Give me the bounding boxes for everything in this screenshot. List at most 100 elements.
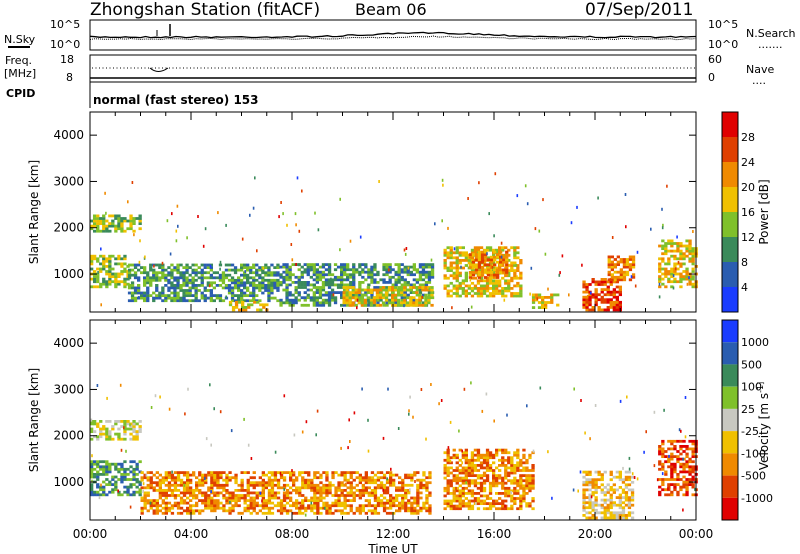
echo-cell <box>455 279 459 283</box>
echo-cell <box>682 483 686 486</box>
echo-cell <box>694 487 696 491</box>
echo-cell <box>474 253 479 256</box>
echo-cell <box>389 499 393 502</box>
echo-cell <box>273 491 278 495</box>
echo-cell <box>401 478 405 482</box>
echo-cell <box>253 300 257 304</box>
echo-cell <box>607 265 611 269</box>
echo-cell <box>300 265 304 269</box>
echo-cell <box>246 273 250 277</box>
echo-cell <box>531 451 535 455</box>
echo-cell <box>627 511 632 515</box>
echo-cell <box>111 462 115 466</box>
echo-cell <box>688 447 692 451</box>
echo-cell <box>99 432 103 436</box>
echo-cell <box>167 281 171 285</box>
echo-cell <box>449 269 453 272</box>
echo-cell <box>516 276 520 280</box>
echo-cell <box>676 242 680 245</box>
echo-cell <box>507 259 511 262</box>
echo-cell <box>379 476 384 480</box>
echo-cell <box>597 503 601 507</box>
echo-cell <box>322 471 326 474</box>
noise-panel: N.Sky 10^5 10^0 10^5 10^0 N.Search .....… <box>4 18 796 51</box>
echo-cell <box>616 275 620 279</box>
echo-cell <box>392 478 396 482</box>
echo-cell <box>691 483 695 486</box>
echo-cell <box>164 496 168 500</box>
echo-cell <box>164 471 168 474</box>
echo-cell <box>340 446 342 450</box>
echo-cell <box>622 265 627 269</box>
echo-cell <box>507 458 511 462</box>
echo-cell <box>96 422 100 426</box>
echo-cell <box>443 266 447 270</box>
echo-cell <box>400 291 404 294</box>
echo-cell <box>397 301 401 305</box>
echo-cell <box>388 270 392 274</box>
echo-cell <box>191 284 195 287</box>
echo-cell <box>149 501 152 505</box>
echo-cell <box>140 499 144 502</box>
echo-cell <box>342 291 346 294</box>
echo-cell <box>93 467 97 471</box>
echo-cell <box>455 479 459 483</box>
echo-cell <box>458 281 462 285</box>
echo-cell <box>609 514 613 517</box>
echo-cell <box>452 266 456 270</box>
echo-cell <box>485 294 490 298</box>
echo-cell <box>422 506 426 510</box>
echo-cell <box>522 494 526 498</box>
echo-cell <box>155 499 159 502</box>
echo-cell <box>330 293 335 297</box>
echo-cell <box>312 293 316 297</box>
echo-cell <box>105 259 109 263</box>
echo-cell <box>270 496 275 500</box>
echo-cell <box>499 268 503 272</box>
echo-cell <box>369 303 374 307</box>
echo-cell <box>619 260 623 264</box>
echo-cell <box>90 262 94 266</box>
echo-cell <box>676 244 680 248</box>
echo-cell <box>585 306 589 309</box>
echo-cell <box>155 289 159 292</box>
echo-cell <box>610 260 614 264</box>
echo-cell <box>334 509 338 513</box>
echo-cell <box>182 278 186 282</box>
echo-cell <box>482 456 487 460</box>
echo-cell <box>369 288 374 292</box>
echo-cell <box>334 504 338 508</box>
echo-cell <box>293 433 296 437</box>
echo-cell <box>126 473 130 476</box>
echo-cell <box>449 471 453 475</box>
echo-cell <box>609 306 613 309</box>
echo-cell <box>395 509 399 513</box>
echo-cell <box>149 266 153 269</box>
echo-cell <box>96 460 100 464</box>
echo-cell <box>406 303 410 307</box>
echo-cell <box>373 273 377 277</box>
echo-cell <box>282 494 287 497</box>
echo-cell <box>682 470 686 474</box>
echo-cell <box>531 306 536 309</box>
echo-cell <box>324 301 329 305</box>
echo-cell <box>427 263 432 266</box>
echo-cell <box>682 475 686 479</box>
echo-cell <box>582 285 586 289</box>
echo-cell <box>410 478 414 482</box>
echo-cell <box>526 202 529 206</box>
echo-cell <box>358 265 362 269</box>
echo-cell <box>631 275 636 279</box>
echo-cell <box>479 276 484 280</box>
echo-cell <box>270 284 274 287</box>
echo-cell <box>676 267 680 271</box>
echo-cell <box>289 504 293 508</box>
echo-cell <box>661 467 665 471</box>
echo-cell <box>531 484 535 488</box>
echo-cell <box>179 491 184 495</box>
echo-cell <box>261 284 265 287</box>
echo-cell <box>388 263 392 266</box>
echo-cell <box>318 286 323 289</box>
echo-cell <box>493 234 495 238</box>
echo-cell <box>510 261 514 265</box>
